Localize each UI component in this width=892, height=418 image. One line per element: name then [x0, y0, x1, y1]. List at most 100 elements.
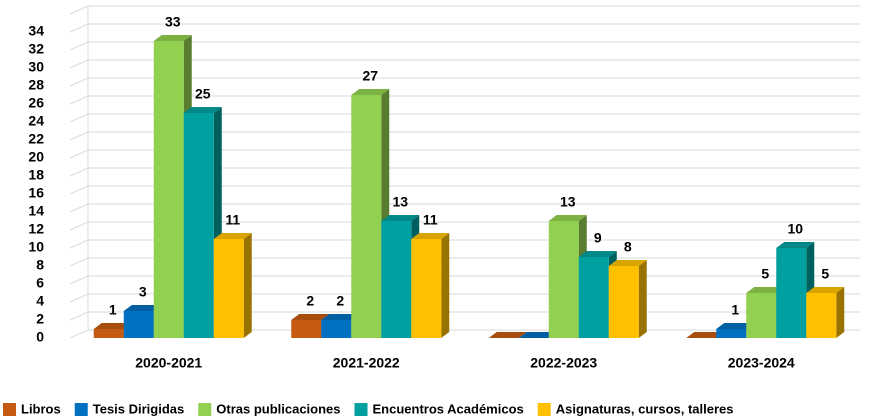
bar-front [746, 293, 777, 338]
bar-top [488, 332, 527, 338]
bar [518, 332, 557, 338]
legend-label: Otras publicaciones [216, 401, 340, 416]
bar-top [153, 35, 192, 41]
y-tick-label: 16 [28, 185, 44, 201]
x-tick-label: 2020-2021 [135, 355, 202, 371]
data-label: 33 [165, 14, 181, 30]
bar-top [746, 287, 785, 293]
y-tick-label: 30 [28, 59, 44, 75]
bar-top [93, 323, 132, 329]
y-tick-label: 10 [28, 239, 44, 255]
y-tick-label: 14 [28, 203, 44, 219]
bar [213, 233, 252, 338]
legend-swatch [537, 403, 551, 416]
bar-front [548, 221, 579, 338]
bar-top [351, 89, 390, 95]
y-tick-label: 26 [28, 95, 44, 111]
bar [351, 89, 390, 338]
bar-side [638, 260, 647, 338]
bar-front [123, 311, 154, 338]
y-tick-label: 24 [28, 113, 44, 129]
data-label: 3 [139, 284, 147, 300]
bar [411, 233, 450, 338]
bar-front [608, 266, 639, 338]
legend-swatch [198, 403, 212, 416]
y-tick-label: 20 [28, 149, 44, 165]
y-tick-label: 8 [36, 257, 44, 273]
y-tick-label: 6 [36, 275, 44, 291]
data-label: 5 [821, 266, 829, 282]
bar-front [716, 329, 747, 338]
data-label: 11 [423, 212, 438, 228]
data-label: 9 [594, 230, 602, 246]
bar-front [183, 113, 214, 338]
legend-swatch [74, 403, 88, 416]
y-tick-label: 2 [36, 311, 44, 327]
data-label: 10 [787, 221, 803, 237]
x-tick-label: 2023-2024 [728, 355, 795, 371]
legend-label: Tesis Dirigidas [93, 401, 185, 416]
bar-front [213, 239, 244, 338]
bar-top [381, 215, 420, 221]
bar-top [806, 287, 845, 293]
y-tick-label: 12 [28, 221, 44, 237]
bar-front [93, 329, 124, 338]
data-label: 11 [225, 212, 240, 228]
bar-front [351, 95, 382, 338]
bar-side [836, 287, 845, 338]
bar-top [291, 314, 330, 320]
bar-top [548, 215, 587, 221]
bar-top [518, 332, 557, 338]
bar [686, 332, 725, 338]
x-tick-label: 2021-2022 [333, 355, 400, 371]
data-label: 2 [306, 293, 314, 309]
data-label: 8 [624, 239, 632, 255]
y-tick-label: 4 [36, 293, 44, 309]
data-label: 2 [336, 293, 344, 309]
bar-top [321, 314, 360, 320]
bar-front [578, 257, 609, 338]
bar-top [213, 233, 252, 239]
legend-label: Asignaturas, cursos, talleres [556, 401, 734, 416]
wall-top [69, 5, 860, 15]
data-label: 27 [362, 68, 378, 84]
bar-top [411, 233, 450, 239]
data-label: 5 [761, 266, 769, 282]
bar-top [716, 323, 755, 329]
y-tick-label: 18 [28, 167, 44, 183]
grid-line [69, 23, 860, 33]
bar-front [381, 221, 412, 338]
bar-front [291, 320, 322, 338]
y-tick-label: 34 [28, 23, 44, 39]
data-label: 13 [392, 194, 408, 210]
bar-top [686, 332, 725, 338]
y-tick-label: 32 [28, 41, 44, 57]
x-tick-label: 2022-2023 [530, 355, 597, 371]
bar-front [411, 239, 442, 338]
y-tick-label: 28 [28, 77, 44, 93]
bar-top [183, 107, 222, 113]
bar-side [243, 233, 252, 338]
bar-front [806, 293, 837, 338]
legend-label: Encuentros Académicos [373, 401, 524, 416]
legend-swatch [354, 403, 368, 416]
bar-top [123, 305, 162, 311]
data-label: 13 [560, 194, 576, 210]
legend-label: Libros [21, 401, 61, 416]
bar [608, 260, 647, 338]
bar-front [321, 320, 352, 338]
bar-front [153, 41, 184, 338]
bar-side [441, 233, 450, 338]
bar-top [608, 260, 647, 266]
y-tick-label: 22 [28, 131, 44, 147]
bar-top [776, 242, 815, 248]
bar-top [578, 251, 617, 257]
bar [548, 215, 587, 338]
legend-swatch [3, 403, 16, 416]
bar [488, 332, 527, 338]
y-tick-label: 0 [36, 329, 44, 345]
bar-front [776, 248, 807, 338]
data-label: 1 [109, 302, 117, 318]
